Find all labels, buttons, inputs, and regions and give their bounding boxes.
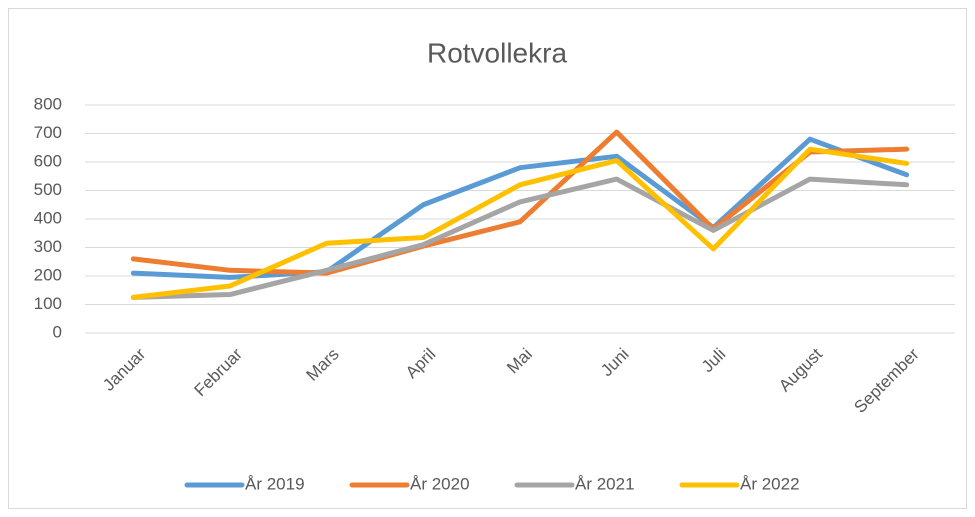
y-tick-label: 400 bbox=[34, 208, 62, 227]
y-tick-label: 800 bbox=[34, 94, 62, 113]
y-tick-label: 200 bbox=[34, 265, 62, 284]
y-tick-label: 600 bbox=[34, 151, 62, 170]
legend-label: År 2021 bbox=[575, 474, 635, 493]
chart-border bbox=[8, 8, 967, 509]
y-tick-label: 500 bbox=[34, 180, 62, 199]
y-tick-label: 0 bbox=[53, 322, 62, 341]
series-line bbox=[130, 176, 910, 300]
legend-label: År 2020 bbox=[410, 474, 470, 493]
y-tick-label: 100 bbox=[34, 294, 62, 313]
series-line bbox=[130, 146, 910, 300]
legend-label: År 2022 bbox=[740, 474, 800, 493]
y-tick-label: 700 bbox=[34, 123, 62, 142]
chart-title: Rotvollekra bbox=[427, 37, 567, 68]
legend-label: År 2019 bbox=[245, 474, 305, 493]
y-tick-label: 300 bbox=[34, 237, 62, 256]
series-line bbox=[130, 136, 910, 280]
